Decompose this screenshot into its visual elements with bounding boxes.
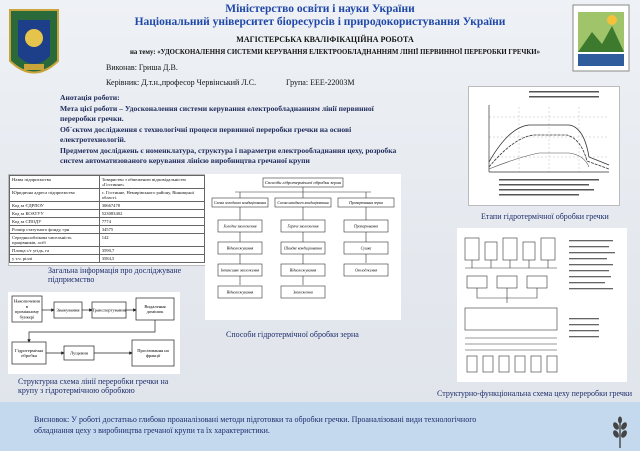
table-cell: Код за СПОДУ (9, 217, 100, 226)
methods-node-box (280, 285, 326, 299)
methods-node: Холодне зволоження (222, 224, 256, 228)
annotation-line: Мета цієї роботи – Удосконалення системи… (60, 103, 374, 124)
table-row: Назва підприємства Товариство з обмеженою… (9, 175, 206, 189)
flow-node: Транспортування (92, 308, 127, 313)
flow-node: Видалення домішок (144, 304, 166, 314)
table-cell: 30667478 (98, 201, 206, 210)
methods-root: Способи гідротермічної обробки зерна (265, 180, 342, 185)
table-cell: 523083402 (98, 209, 206, 218)
supervisor: Керівник: Д.т.н.,професор Червінський Л.… (106, 78, 257, 87)
work-type: МАГІСТЕРСЬКА КВАЛІФІКАЦІЙНА РОБОТА (236, 35, 414, 44)
table-cell: 142 (98, 233, 206, 247)
flow-node: Лущення (70, 351, 89, 356)
author: Виконав: Гриша Д.В. (106, 63, 178, 72)
methods-node: Пропарювання зерна (348, 201, 383, 205)
plant-scheme (457, 228, 627, 382)
methods-node: Відволожування (227, 290, 254, 294)
flow-diagram: Накопичення в проміжному бункері Зважування Т… (8, 292, 180, 374)
methods-node: Гаряче зволоження (286, 224, 318, 228)
methods-node: Схема швидкого кондиціювання (277, 201, 328, 205)
table-cell: у т.ч. ріллі (9, 254, 100, 263)
methods-node-box (343, 219, 389, 233)
methods-node: Схема холодного кондиціювання (214, 201, 266, 205)
methods-node-box (274, 197, 332, 208)
annotation-line: Об`єктом дослідження є технологічні проц… (60, 124, 352, 145)
methods-node: Сушка (361, 246, 372, 250)
annotation-line: Предметом досліджень є номенклатура, стр… (60, 145, 397, 166)
stages-figure (468, 86, 620, 206)
table-row: Розмір статутного фонду, грн 34575 (9, 225, 206, 234)
methods-node-box (217, 263, 263, 277)
flow-node: Гідротермічна обробка (15, 348, 43, 358)
methods-node-box (280, 219, 326, 233)
methods-node-box (217, 285, 263, 299)
methods-node-box (211, 197, 269, 208)
flow-node: Накопичення в проміжному бункері (14, 299, 41, 320)
ministry: Міністерство освіти і науки України (225, 3, 415, 15)
flow-node-box (11, 295, 43, 323)
table-cell: Код за КОАТУУ (9, 209, 100, 218)
flow-node: Зважування (56, 308, 80, 313)
methods-caption: Способи гідротермічної обробки зерна (226, 330, 359, 339)
methods-node: Охолодження (355, 268, 378, 272)
flow-node: Просіювання на фракції (137, 348, 169, 358)
table-cell: Середньооблікова чисельність працівників… (9, 233, 100, 247)
annotation-line: Анотація роботи: (60, 93, 120, 102)
methods-diagram: Способи гідротермічної обробки зерна Схем… (205, 174, 401, 320)
methods-node-box (217, 241, 263, 255)
methods-node-box (280, 241, 326, 255)
methods-node-box (337, 197, 395, 208)
methods-node: Інтенсивне зволоження (220, 268, 260, 272)
table-row: у т.ч. ріллі 3584,5 (9, 254, 206, 263)
table-row: Площа с/г угідь, га 3590,7 (9, 246, 206, 255)
table-caption: Загальна інформація про досліджуване під… (48, 266, 182, 284)
group: Група: ЕЕЕ-22003М (286, 78, 355, 87)
scheme-caption: Структурно-функціональна схема цеху пере… (437, 389, 633, 398)
wheat-icon (613, 416, 627, 448)
table-row: Середньооблікова чисельність працівників… (9, 233, 206, 247)
table-row: Юридична адреса підприємства с. Гостинне,… (9, 188, 206, 202)
table-cell: 7774 (98, 217, 206, 226)
flow-arrow (27, 320, 156, 343)
methods-node: Відволожування (290, 268, 317, 272)
conclusion-box: Висновок: У роботі достатньо глибоко про… (0, 402, 640, 451)
table-row: Код за СПОДУ 7774 (9, 217, 206, 226)
methods-node: Швидке кондиціювання (283, 246, 322, 250)
flow-node-box (131, 339, 175, 367)
methods-node: Зволоження (293, 290, 313, 294)
table-cell: с. Гостинне, Немирівського району, Вінни… (98, 188, 206, 202)
table-cell: 3584,5 (98, 254, 206, 263)
table-cell: Код за ЄДРПОУ (9, 201, 100, 210)
right-logo (572, 4, 630, 72)
table-cell: Товариство з обмеженою відповідальністю … (98, 175, 206, 189)
table-cell: Назва підприємства (9, 175, 100, 189)
table-cell: 34575 (98, 225, 206, 234)
left-logo (9, 9, 59, 74)
annotation: Анотація роботи: Мета цієї роботи – Удоск… (60, 93, 400, 167)
stages-caption: Етапи гідротермічної обробки гречки (481, 212, 609, 221)
methods-node: Відволожування (227, 246, 254, 250)
stages-plot (488, 91, 610, 196)
methods-node-box (280, 263, 326, 277)
table-row: Код за ЄДРПОУ 30667478 (9, 201, 206, 210)
table-cell: Площа с/г угідь, га (9, 246, 100, 255)
table: Назва підприємства Товариство з обмеженою… (9, 175, 206, 263)
table-cell: Юридична адреса підприємства (9, 188, 100, 202)
conclusion: Висновок: У роботі достатньо глибоко про… (34, 415, 477, 435)
topic: на тему: «УДОСКОНАЛЕННЯ СИСТЕМИ КЕРУВАНН… (129, 49, 540, 56)
company-table: Назва підприємства Товариство з обмеженою… (8, 174, 206, 266)
flow-caption: Структурна схема лінії переробки гречки … (18, 377, 169, 395)
methods-node: Пропарювання (353, 224, 378, 228)
table-row: Код за КОАТУУ 523083402 (9, 209, 206, 218)
table-cell: 3590,7 (98, 246, 206, 255)
methods-node-box (217, 219, 263, 233)
table-cell: Розмір статутного фонду, грн (9, 225, 100, 234)
methods-node-box (343, 263, 389, 277)
university: Національний університет біоресурсів і п… (134, 16, 506, 28)
methods-node-box (343, 241, 389, 255)
